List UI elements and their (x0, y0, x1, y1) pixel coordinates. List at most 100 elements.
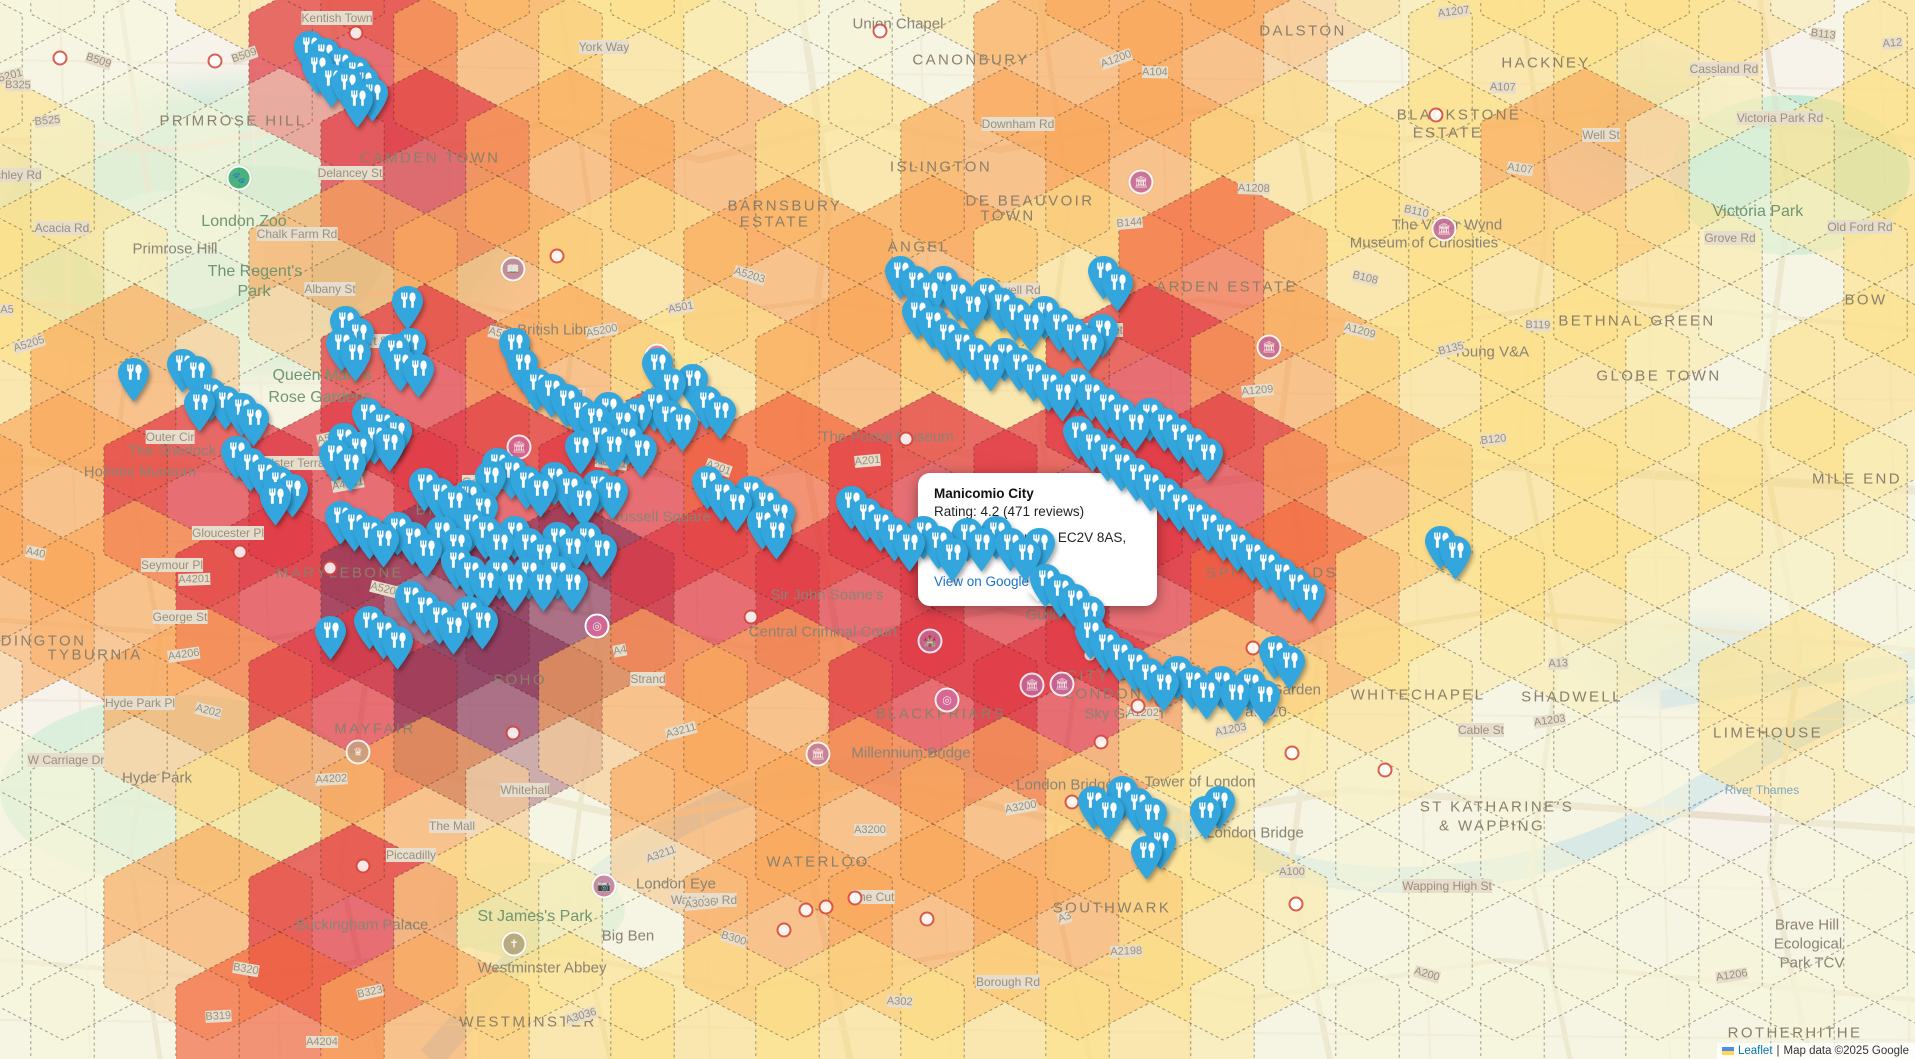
restaurant-marker-pin[interactable] (1130, 835, 1163, 880)
restaurant-marker-pin[interactable] (956, 289, 989, 334)
tube-station-icon (549, 248, 565, 264)
tube-station-icon (505, 725, 521, 741)
poi-marker-icon: ◎ (934, 687, 960, 713)
hex-cell[interactable] (1408, 824, 1618, 1040)
restaurant-marker-pin[interactable] (596, 475, 629, 520)
hex-cell[interactable] (1335, 716, 1545, 932)
popup-place-title: Manicomio City (934, 486, 1034, 501)
poi-marker-icon: ♛ (345, 739, 371, 765)
tube-station-icon (1093, 734, 1109, 750)
hex-cell[interactable] (1263, 608, 1473, 824)
restaurant-marker-pin[interactable] (1248, 679, 1281, 724)
tube-station-icon (776, 922, 792, 938)
tube-station-icon (355, 858, 371, 874)
poi-marker-icon: 🏛 (1431, 216, 1457, 242)
restaurant-marker-pin[interactable] (1101, 267, 1134, 312)
restaurant-marker-pin[interactable] (381, 625, 414, 670)
tube-station-icon (872, 23, 888, 39)
restaurant-marker-pin[interactable] (567, 483, 600, 528)
restaurant-marker-pin[interactable] (666, 407, 699, 452)
hex-cell[interactable] (0, 824, 23, 1040)
tube-station-icon (1130, 698, 1146, 714)
leaflet-link[interactable]: Leaflet (1737, 1045, 1773, 1057)
hex-cell[interactable] (1263, 824, 1473, 1040)
poi-marker-icon: 🏛 (1128, 169, 1154, 195)
tube-station-icon (348, 25, 364, 41)
restaurant-marker-pin[interactable] (437, 610, 470, 655)
poi-marker-icon: 🐾 (226, 165, 252, 191)
restaurant-marker-pin[interactable] (720, 487, 753, 532)
restaurant-marker-pin[interactable] (625, 433, 658, 478)
poi-marker-icon: 📷 (591, 873, 617, 899)
restaurant-marker-pin[interactable] (373, 427, 406, 472)
restaurant-marker-pin[interactable] (334, 447, 367, 492)
restaurant-marker-pin[interactable] (314, 615, 347, 660)
restaurant-marker-pin[interactable] (259, 481, 292, 526)
tube-station-icon (798, 902, 814, 918)
tube-station-icon (743, 609, 759, 625)
restaurant-marker-pin[interactable] (1191, 437, 1224, 482)
popup-rating-line: Rating: 4.2 (471 reviews) (934, 504, 1085, 519)
restaurant-marker-pin[interactable] (341, 83, 374, 128)
tube-station-icon (898, 431, 914, 447)
restaurant-marker-pin[interactable] (1046, 377, 1079, 422)
poi-marker-icon: ✝ (501, 931, 527, 957)
poi-marker-icon: 🏛 (1019, 672, 1045, 698)
restaurant-marker-pin[interactable] (1119, 407, 1152, 452)
restaurant-marker-pin[interactable] (965, 527, 998, 572)
restaurant-marker-pin[interactable] (391, 285, 424, 330)
restaurant-marker-pin[interactable] (893, 527, 926, 572)
restaurant-marker-pin[interactable] (1273, 645, 1306, 690)
restaurant-marker-pin[interactable] (1072, 327, 1105, 372)
restaurant-marker-pin[interactable] (585, 533, 618, 578)
hex-cell[interactable] (1698, 824, 1908, 1040)
hex-cell[interactable] (0, 608, 23, 824)
restaurant-marker-pin[interactable] (1190, 675, 1223, 720)
restaurant-marker-pin[interactable] (1439, 535, 1472, 580)
restaurant-marker-pin[interactable] (1219, 677, 1252, 722)
restaurant-marker-pin[interactable] (498, 567, 531, 612)
tube-station-icon (232, 544, 248, 560)
tube-station-icon (322, 560, 338, 576)
map-data-credit: Map data ©2025 Google (1783, 1045, 1909, 1057)
hex-cell[interactable] (1408, 608, 1618, 824)
restaurant-marker-pin[interactable] (564, 430, 597, 475)
hex-cell[interactable] (1625, 716, 1835, 932)
hex-cell[interactable] (1698, 608, 1908, 824)
restaurant-marker-pin[interactable] (117, 357, 150, 402)
hex-cell[interactable] (1480, 716, 1690, 932)
hex-cell[interactable] (1553, 824, 1763, 1040)
leaflet-flag-icon (1721, 1047, 1734, 1055)
map-attribution-bar[interactable]: Leaflet | Map data ©2025 Google (1716, 1043, 1915, 1059)
restaurant-marker-pin[interactable] (402, 353, 435, 398)
poi-marker-icon: ◎ (584, 613, 610, 639)
restaurant-marker-pin[interactable] (524, 473, 557, 518)
restaurant-marker-pin[interactable] (936, 537, 969, 582)
restaurant-marker-pin[interactable] (1092, 795, 1125, 840)
restaurant-marker-pin[interactable] (339, 337, 372, 382)
restaurant-marker-pin[interactable] (704, 395, 737, 440)
restaurant-marker-pin[interactable] (1147, 667, 1180, 712)
restaurant-marker-pin[interactable] (1189, 795, 1222, 840)
restaurant-marker-pin[interactable] (556, 567, 589, 612)
restaurant-marker-pin[interactable] (469, 565, 502, 610)
hex-cell[interactable] (1480, 500, 1690, 716)
tube-station-icon (207, 53, 223, 69)
restaurant-marker-pin[interactable] (1293, 577, 1326, 622)
restaurant-marker-pin[interactable] (410, 533, 443, 578)
attribution-separator: | (1776, 1045, 1780, 1057)
poi-marker-icon: 📖 (500, 256, 526, 282)
hex-cell[interactable] (1698, 392, 1908, 608)
restaurant-marker-pin[interactable] (237, 402, 270, 447)
restaurant-marker-pin[interactable] (527, 567, 560, 612)
tube-station-icon (1377, 762, 1393, 778)
poi-marker-icon: 🏛 (1049, 671, 1075, 697)
restaurant-marker-pin[interactable] (367, 523, 400, 568)
restaurant-marker-pin[interactable] (1014, 307, 1047, 352)
restaurant-marker-pin[interactable] (466, 605, 499, 650)
restaurant-marker-pin[interactable] (183, 387, 216, 432)
restaurant-marker-pin[interactable] (760, 515, 793, 560)
restaurant-marker-pin[interactable] (974, 347, 1007, 392)
tube-station-icon (847, 890, 863, 906)
